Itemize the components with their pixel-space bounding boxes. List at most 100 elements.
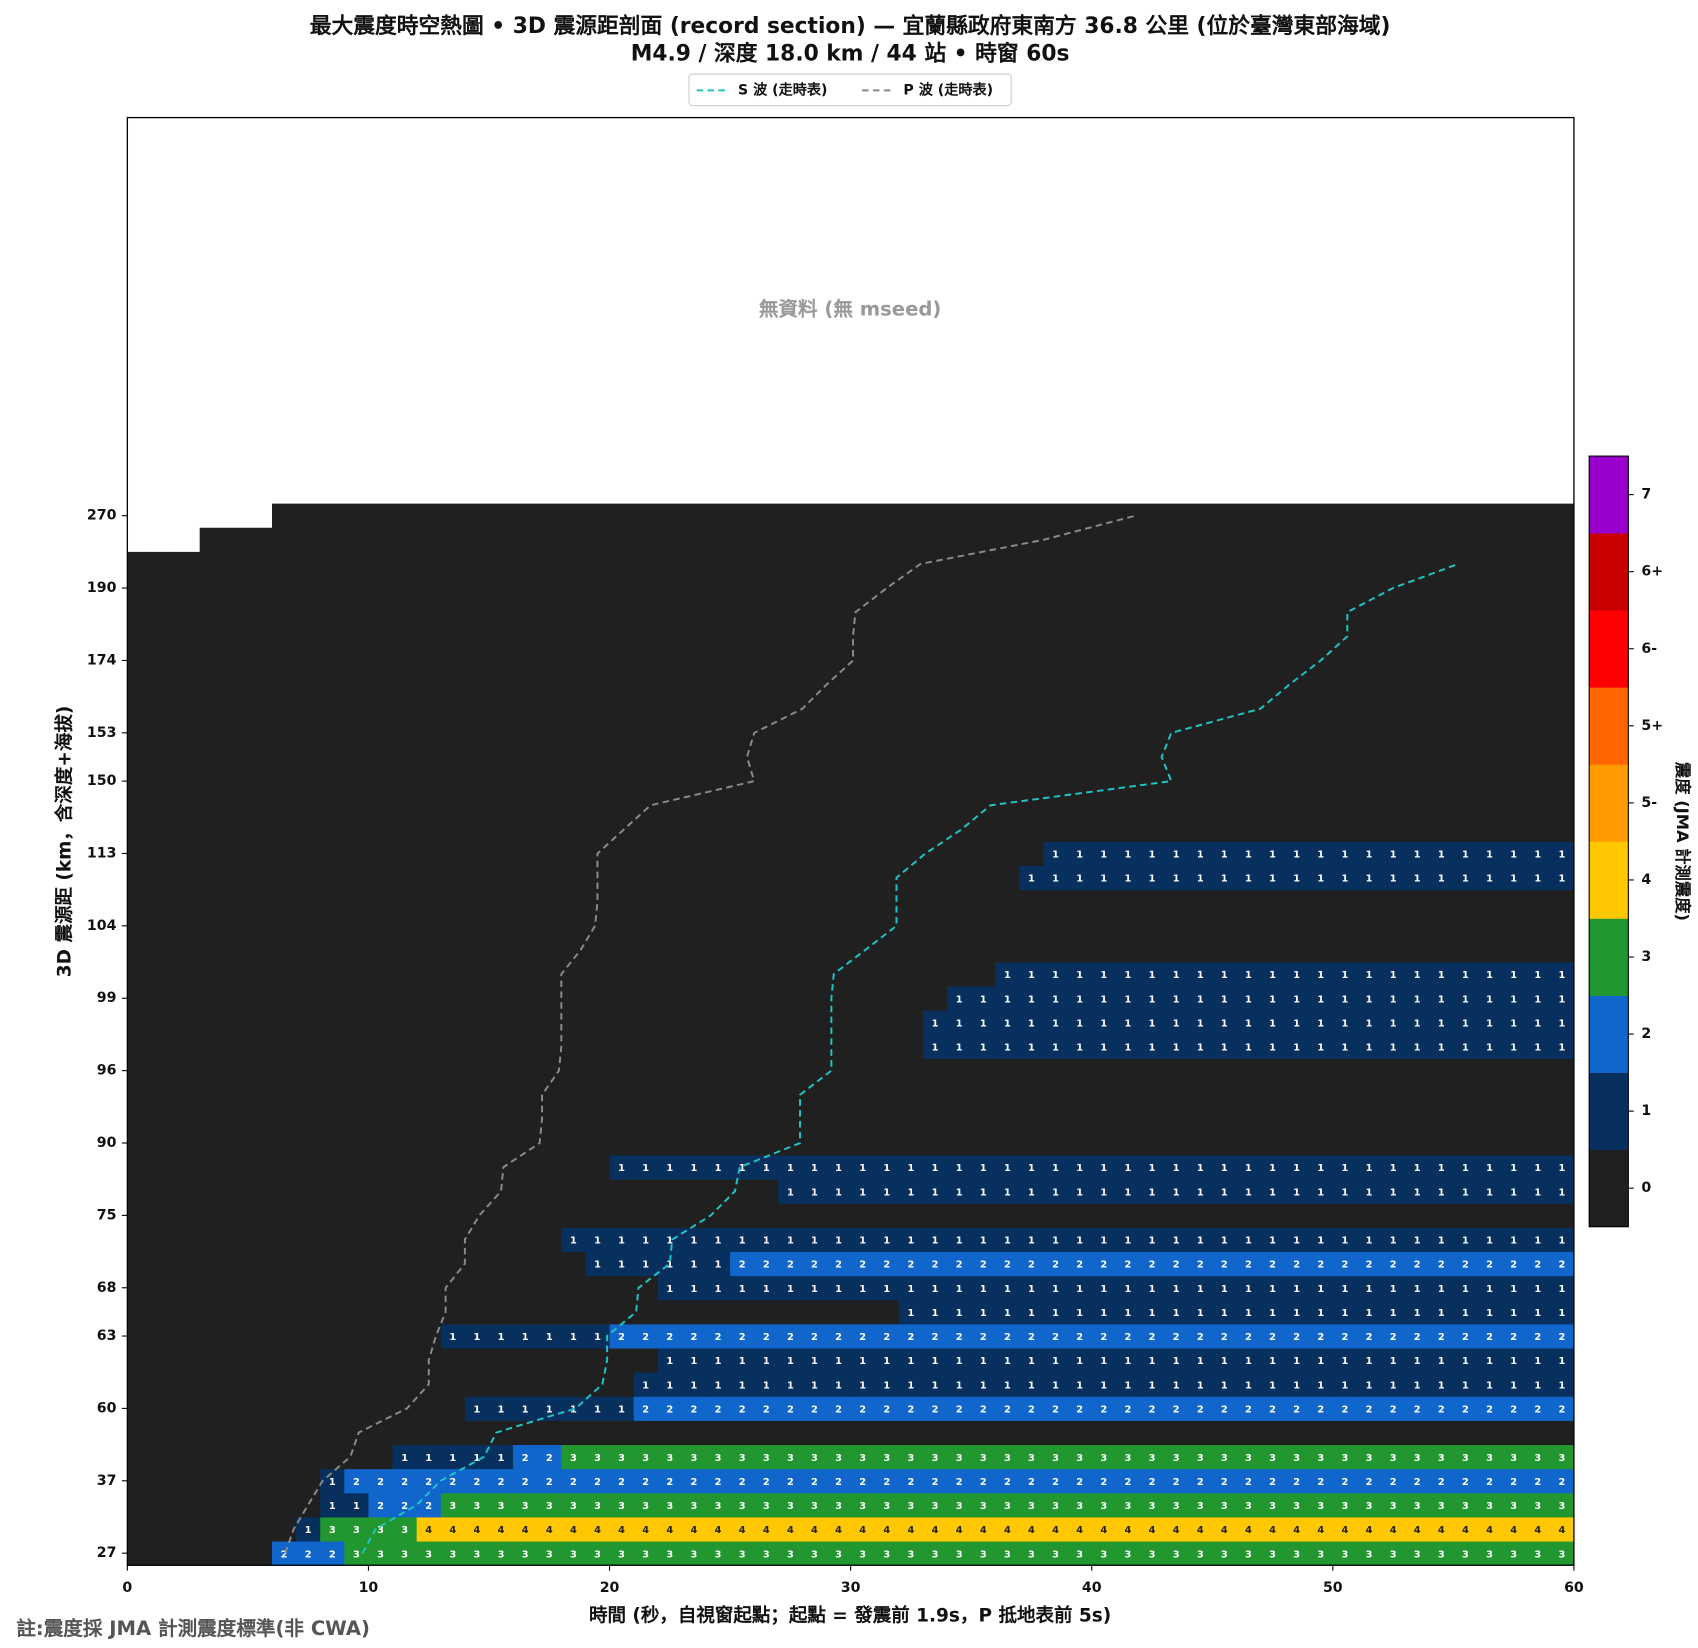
heatmap-cell	[1139, 624, 1165, 649]
heatmap-cell	[344, 1082, 369, 1108]
heatmap-cell	[368, 696, 393, 722]
heatmap-cell	[898, 817, 924, 842]
heatmap-cell	[1453, 1468, 1478, 1494]
heatmap-cell	[802, 1420, 827, 1446]
heatmap-cell	[1115, 1082, 1141, 1108]
heatmap-cell	[344, 1372, 369, 1397]
cell-label: 1	[1197, 1018, 1204, 1029]
heatmap-cell	[1453, 1492, 1478, 1518]
heatmap-cell	[223, 1541, 249, 1566]
heatmap-cell	[778, 1516, 803, 1542]
heatmap-cell	[1549, 696, 1575, 722]
heatmap-cell	[898, 1492, 924, 1518]
cell-label: 1	[1076, 1187, 1083, 1198]
cell-label: 3	[691, 1453, 698, 1464]
heatmap-cell	[1091, 1299, 1117, 1325]
heatmap-cell	[1308, 769, 1334, 794]
heatmap-cell	[1501, 1420, 1527, 1446]
heatmap-cell	[585, 889, 610, 915]
heatmap-cell	[1308, 1420, 1334, 1446]
heatmap-cell	[1115, 1106, 1141, 1132]
heatmap-cell	[995, 937, 1020, 963]
heatmap-cell	[296, 1541, 321, 1566]
cell-label: 1	[859, 1236, 866, 1247]
heatmap-cell	[995, 1106, 1020, 1132]
heatmap-cell	[1332, 1420, 1358, 1446]
heatmap-cell	[1525, 696, 1551, 722]
heatmap-cell	[1308, 1203, 1334, 1228]
heatmap-cell	[223, 648, 249, 673]
cell-label: 1	[1534, 1236, 1541, 1247]
cell-label: 1	[1390, 1356, 1397, 1367]
heatmap-cell	[368, 913, 393, 939]
heatmap-cell	[609, 962, 635, 987]
heatmap-cell	[223, 986, 249, 1011]
heatmap-cell	[320, 1227, 345, 1253]
heatmap-cell	[368, 720, 393, 746]
cell-label: 1	[932, 1163, 939, 1174]
heatmap-cell	[705, 1034, 731, 1059]
cell-label: 1	[1173, 970, 1180, 981]
heatmap-cell	[1549, 1372, 1575, 1397]
heatmap-cell	[1381, 1227, 1406, 1253]
heatmap-cell	[657, 1155, 683, 1180]
heatmap-cell	[1019, 1130, 1044, 1156]
heatmap-cell	[633, 1155, 659, 1180]
cell-label: 3	[1076, 1549, 1083, 1560]
heatmap-cell	[272, 551, 297, 577]
heatmap-cell	[1525, 1227, 1551, 1253]
heatmap-cell	[272, 937, 297, 963]
heatmap-cell	[633, 1082, 659, 1108]
heatmap-cell	[922, 1251, 948, 1277]
heatmap-cell	[802, 1348, 827, 1373]
cell-label: 1	[1221, 1163, 1228, 1174]
heatmap-cell	[151, 1492, 177, 1518]
cell-label: 1	[1414, 1356, 1421, 1367]
heatmap-cell	[1067, 841, 1093, 866]
heatmap-cell	[513, 1323, 538, 1349]
heatmap-cell	[1212, 527, 1237, 553]
heatmap-cell	[1453, 1516, 1478, 1542]
heatmap-cell	[947, 865, 972, 891]
heatmap-cell	[802, 720, 827, 746]
cell-label: 1	[1245, 1043, 1252, 1054]
cell-label: 1	[1100, 1284, 1107, 1295]
heatmap-cell	[1188, 1082, 1213, 1108]
heatmap-cell	[392, 696, 418, 722]
heatmap-cell	[898, 1251, 924, 1277]
heatmap-cell	[272, 817, 297, 842]
cell-label: 1	[787, 1380, 794, 1391]
heatmap-cell	[199, 672, 225, 698]
cell-label: 2	[377, 1501, 384, 1512]
heatmap-cell	[1549, 720, 1575, 746]
heatmap-cell	[850, 889, 876, 915]
heatmap-cell	[730, 1130, 755, 1156]
cell-label: 2	[522, 1453, 529, 1464]
cell-label: 1	[1149, 1356, 1156, 1367]
heatmap-cell	[922, 1299, 948, 1325]
cell-label: 3	[1558, 1549, 1565, 1560]
heatmap-cell	[1549, 1106, 1575, 1132]
cell-label: 4	[1149, 1525, 1156, 1536]
heatmap-cell	[1019, 1275, 1044, 1301]
heatmap-cell	[922, 1227, 948, 1253]
heatmap-cell	[802, 841, 827, 866]
cell-label: 2	[787, 1260, 794, 1271]
cell-label: 1	[1269, 1356, 1276, 1367]
heatmap-cell	[199, 1492, 225, 1518]
heatmap-cell	[1139, 1396, 1165, 1421]
heatmap-cell	[1043, 1082, 1069, 1108]
heatmap-cell	[995, 1492, 1020, 1518]
cell-label: 2	[956, 1405, 963, 1416]
heatmap-cell	[392, 648, 418, 673]
heatmap-cell	[609, 865, 635, 891]
heatmap-cell	[609, 696, 635, 722]
heatmap-cell	[1115, 1323, 1141, 1349]
heatmap-cell	[898, 769, 924, 794]
heatmap-cell	[175, 1106, 201, 1132]
heatmap-cell	[1260, 1275, 1286, 1301]
heatmap-cell	[1356, 1179, 1382, 1204]
heatmap-cell	[1188, 624, 1213, 649]
heatmap-cell	[681, 889, 707, 915]
heatmap-cell	[416, 1323, 442, 1349]
